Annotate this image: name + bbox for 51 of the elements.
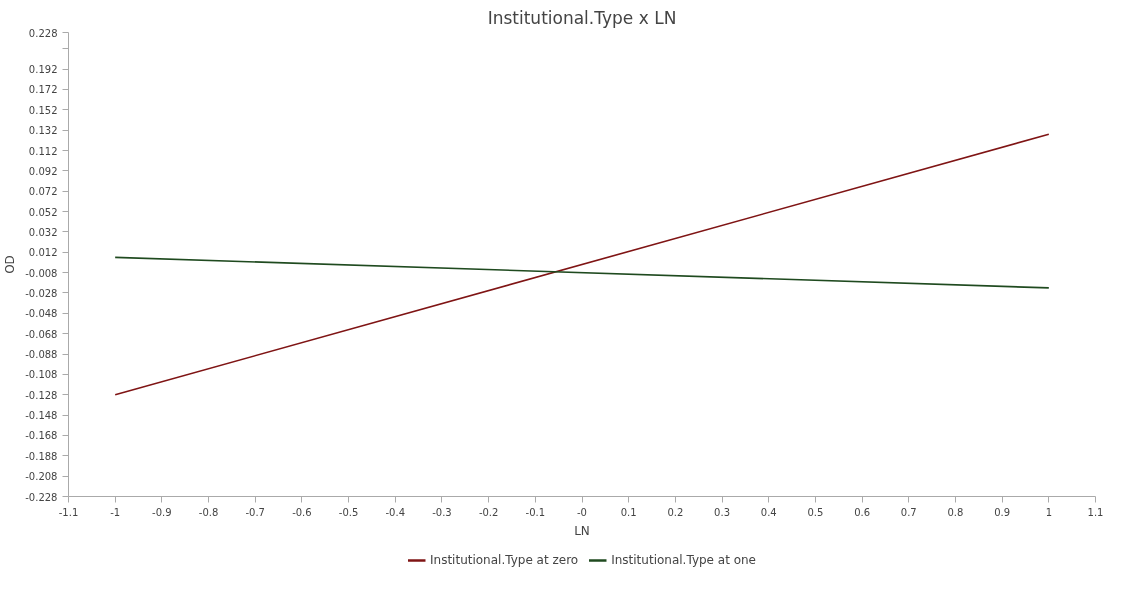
x-tick-label: -0.3 xyxy=(432,506,452,518)
y-tick-label: 0.092 xyxy=(28,165,58,177)
x-tick-label: -1 xyxy=(110,506,121,518)
y-tick-label: -0.148 xyxy=(25,410,58,422)
y-tick-label: -0.028 xyxy=(25,287,58,299)
x-tick-label: -0.1 xyxy=(525,506,546,518)
x-tick-label: -0.6 xyxy=(292,506,312,518)
y-tick-label: -0.208 xyxy=(25,471,58,483)
x-tick-label: 0.4 xyxy=(760,506,777,518)
y-tick-label: -0.168 xyxy=(25,430,58,442)
x-tick-label: -0.5 xyxy=(338,506,359,518)
x-tick-label: 0.9 xyxy=(994,506,1011,518)
x-tick-label: -0.7 xyxy=(245,506,265,518)
y-tick-label: 0.112 xyxy=(28,145,58,157)
y-tick-label: 0.072 xyxy=(28,186,58,198)
x-tick-label: -0.4 xyxy=(385,506,406,518)
y-tick-label: -0.108 xyxy=(25,369,58,381)
y-tick-label: 0.228 xyxy=(28,27,58,39)
x-tick-label: 1.1 xyxy=(1087,506,1104,518)
x-tick-label: -0.9 xyxy=(152,506,172,518)
x-tick-label: 0.3 xyxy=(714,506,730,518)
x-tick-label: 0.2 xyxy=(667,506,684,518)
x-tick-label: -0.2 xyxy=(478,506,499,518)
legend-label: Institutional.Type at one xyxy=(611,553,757,567)
y-tick-label: 0.172 xyxy=(28,84,58,96)
y-tick-label: 0.192 xyxy=(28,64,58,76)
chart-title: Institutional.Type x LN xyxy=(487,7,677,28)
x-tick-label: 0.5 xyxy=(807,506,824,518)
y-tick-label: 0.012 xyxy=(28,247,58,259)
y-tick-label: -0.048 xyxy=(25,308,58,320)
x-tick-label: 0.6 xyxy=(854,506,871,518)
x-tick-label: 0.1 xyxy=(620,506,637,518)
y-tick-label: -0.068 xyxy=(25,328,58,340)
x-tick-label: 0.7 xyxy=(900,506,917,518)
x-tick-label: -0.8 xyxy=(198,506,219,518)
x-axis-title: LN xyxy=(574,523,590,538)
x-tick-label: -0 xyxy=(577,506,587,518)
x-tick-label: -1.1 xyxy=(58,506,79,518)
legend-label: Institutional.Type at zero xyxy=(429,553,579,567)
y-tick-label: 0.032 xyxy=(28,226,58,238)
y-tick-label: -0.088 xyxy=(25,349,58,361)
y-tick-label: -0.008 xyxy=(25,267,58,279)
y-tick-label: -0.228 xyxy=(25,491,58,503)
y-tick-label: 0.152 xyxy=(28,104,58,116)
y-tick-label: -0.188 xyxy=(25,450,58,462)
y-axis-title: OD xyxy=(3,255,18,274)
x-tick-label: 0.8 xyxy=(947,506,964,518)
y-tick-label: -0.128 xyxy=(25,389,58,401)
x-tick-label: 1 xyxy=(1045,506,1053,518)
y-tick-label: 0.132 xyxy=(28,125,58,137)
y-tick-label: 0.052 xyxy=(28,206,58,218)
